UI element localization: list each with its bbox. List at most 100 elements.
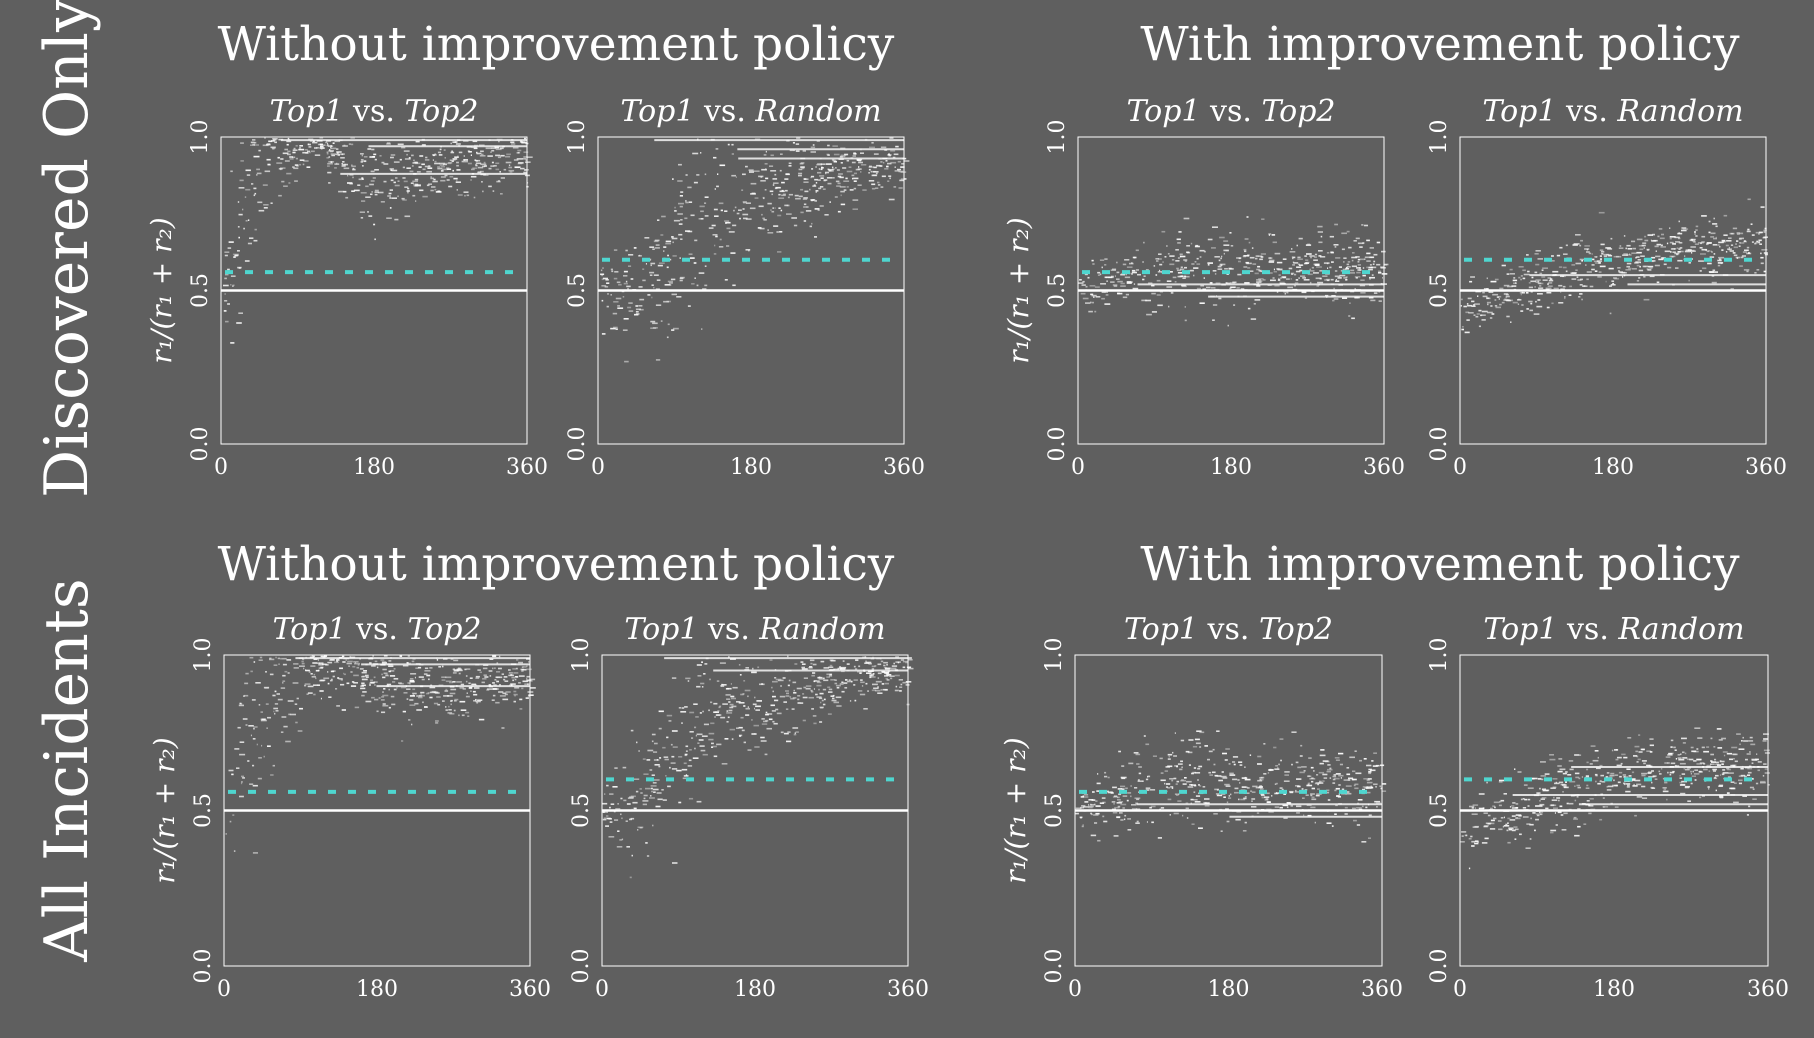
- data-point: [858, 665, 861, 668]
- data-point: [1758, 233, 1760, 235]
- data-point: [1638, 269, 1644, 272]
- data-point: [522, 666, 527, 668]
- data-point: [1721, 763, 1724, 765]
- data-point: [700, 682, 705, 685]
- data-point: [508, 669, 511, 671]
- data-point: [601, 299, 604, 302]
- data-point: [1736, 233, 1740, 235]
- data-point: [241, 775, 244, 778]
- data-point: [521, 666, 524, 668]
- data-point: [1535, 279, 1541, 281]
- data-point: [1658, 770, 1661, 773]
- data-point: [1311, 780, 1314, 783]
- data-point: [1093, 296, 1095, 298]
- panel-title-vs: vs.: [1198, 612, 1259, 647]
- data-point: [1558, 799, 1560, 802]
- data-point: [1569, 768, 1574, 771]
- data-point: [286, 143, 289, 146]
- data-point: [1175, 249, 1179, 251]
- data-point: [1545, 287, 1552, 290]
- data-point: [335, 688, 338, 690]
- data-point: [1641, 244, 1646, 247]
- data-point: [504, 693, 508, 696]
- data-point: [678, 801, 682, 804]
- data-point: [1341, 232, 1347, 235]
- data-point: [1105, 294, 1109, 296]
- data-point: [434, 188, 437, 191]
- data-point: [1507, 817, 1511, 820]
- data-point: [308, 671, 311, 673]
- data-point: [1122, 807, 1125, 809]
- data-point: [258, 704, 261, 706]
- data-point: [448, 162, 453, 164]
- data-point: [885, 677, 888, 680]
- data-point: [1503, 816, 1505, 819]
- data-point: [281, 716, 287, 718]
- data-point: [1703, 750, 1709, 753]
- data-point: [521, 141, 527, 144]
- data-point: [382, 703, 386, 705]
- y-axis-label: r₁/(r₁ + r₂): [148, 737, 181, 883]
- y-axis-label: r₁/(r₁ + r₂): [1002, 217, 1035, 363]
- data-point: [1224, 759, 1228, 761]
- data-point: [292, 149, 298, 151]
- data-point: [374, 698, 379, 701]
- data-point: [885, 672, 889, 675]
- data-point: [1592, 258, 1595, 261]
- data-point: [714, 716, 716, 718]
- data-point: [679, 195, 683, 197]
- data-point: [1727, 776, 1731, 778]
- data-point: [726, 227, 731, 230]
- data-point: [1541, 788, 1546, 791]
- data-point: [816, 696, 822, 698]
- data-point: [1137, 779, 1140, 781]
- data-point: [445, 706, 447, 708]
- data-point: [288, 713, 291, 716]
- data-point: [1706, 764, 1711, 767]
- data-point: [492, 655, 497, 658]
- data-point: [241, 781, 243, 783]
- data-point: [860, 679, 863, 681]
- data-point: [684, 754, 687, 757]
- data-point: [788, 162, 792, 165]
- data-point: [1336, 795, 1341, 797]
- data-point: [652, 788, 659, 791]
- data-point: [372, 655, 374, 657]
- data-point: [389, 168, 394, 170]
- data-point: [1167, 787, 1171, 789]
- data-point: [1323, 262, 1330, 264]
- data-point: [1299, 264, 1303, 266]
- data-point: [1124, 814, 1127, 817]
- data-point: [1460, 841, 1465, 843]
- data-point: [1256, 281, 1262, 283]
- data-point: [418, 676, 424, 678]
- data-point: [1357, 261, 1360, 263]
- data-point: [1179, 253, 1183, 256]
- data-point: [1372, 263, 1375, 265]
- data-point: [248, 725, 254, 727]
- data-point: [1565, 781, 1567, 783]
- data-point: [1738, 779, 1743, 782]
- data-point: [1682, 742, 1686, 744]
- data-point: [857, 690, 863, 692]
- data-point: [295, 721, 298, 724]
- data-point: [602, 811, 605, 813]
- data-point: [1588, 252, 1592, 255]
- data-point: [320, 148, 323, 150]
- data-point: [349, 174, 354, 176]
- data-point: [1534, 271, 1538, 274]
- data-point: [883, 666, 887, 669]
- data-point: [1648, 771, 1653, 773]
- data-point: [1181, 779, 1184, 781]
- data-point: [636, 741, 638, 744]
- data-point: [760, 180, 766, 182]
- data-point: [1096, 782, 1101, 785]
- data-point: [618, 283, 622, 286]
- data-point: [1093, 814, 1099, 816]
- data-point: [1522, 816, 1529, 818]
- data-point: [1760, 780, 1766, 783]
- data-point: [1082, 280, 1085, 283]
- data-point: [1579, 754, 1582, 756]
- data-point: [432, 180, 438, 183]
- data-point: [465, 675, 468, 677]
